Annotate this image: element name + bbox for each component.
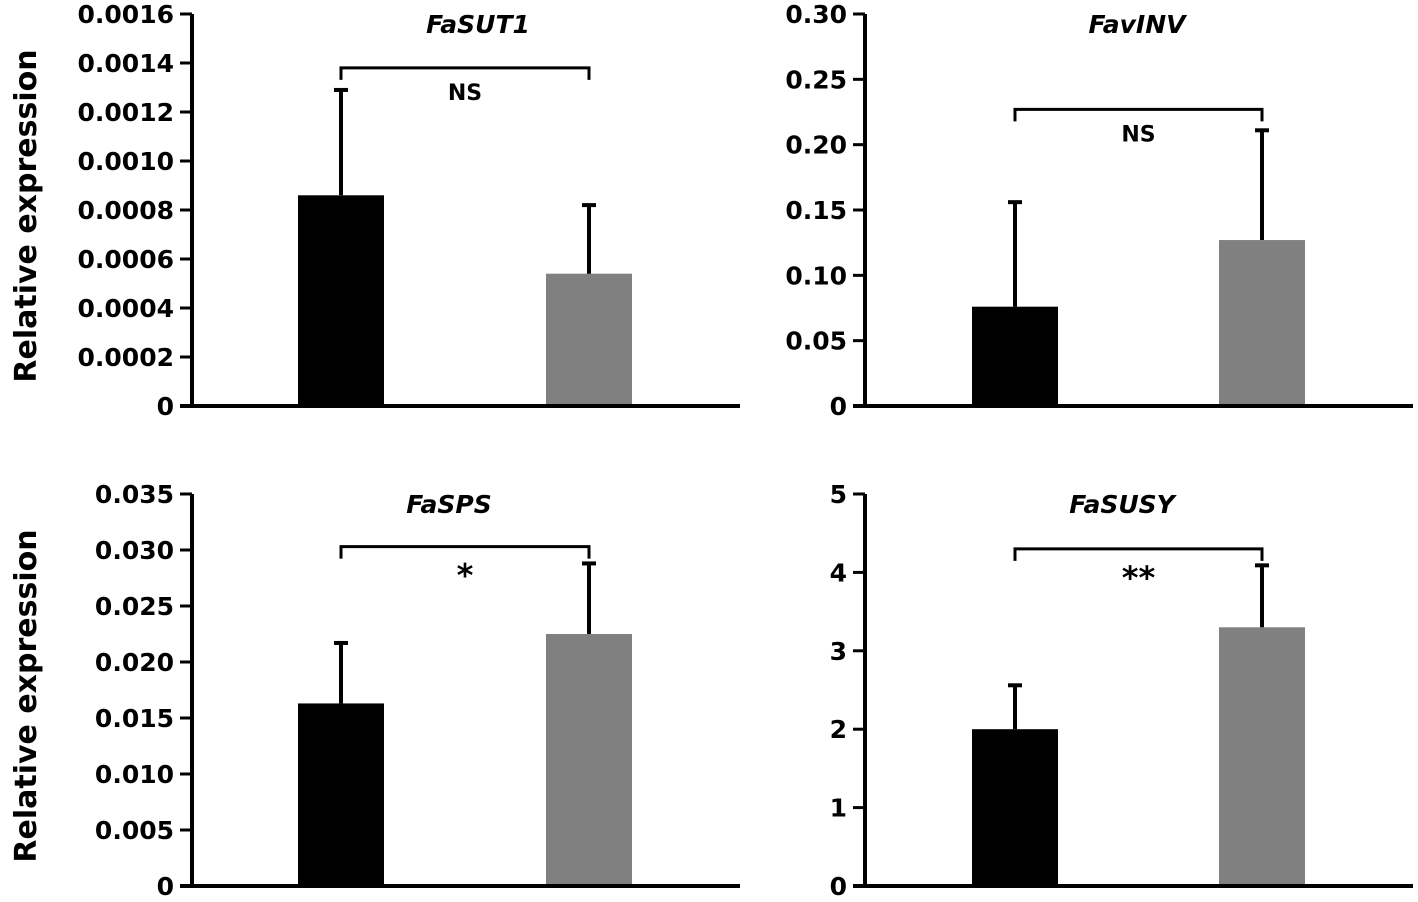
significance-label: * bbox=[457, 557, 474, 595]
y-tick-label: 1 bbox=[830, 794, 847, 823]
y-tick-label: 0.030 bbox=[95, 536, 174, 565]
bar-1 bbox=[972, 729, 1058, 886]
bar-2 bbox=[1219, 240, 1305, 406]
bar-1 bbox=[298, 195, 384, 406]
y-tick-label: 0 bbox=[830, 872, 847, 901]
y-tick-label: 0.20 bbox=[785, 131, 847, 160]
y-tick-label: 0.10 bbox=[785, 261, 847, 290]
bar-2 bbox=[546, 634, 632, 886]
y-tick-label: 0.0008 bbox=[78, 196, 174, 225]
y-axis-label: Relative expression bbox=[9, 49, 44, 382]
y-tick-label: 0.0004 bbox=[78, 294, 174, 323]
chart-panel-2: FavINV 0 0.05 0.10 0.15 0.20 0.25 0.30 NS bbox=[785, 0, 1413, 421]
chart-title: FavINV bbox=[1089, 10, 1188, 39]
bar-2 bbox=[546, 273, 632, 406]
y-tick-label: 0.005 bbox=[95, 816, 174, 845]
y-tick-label: 0.020 bbox=[95, 648, 174, 677]
significance-bracket bbox=[1013, 107, 1264, 122]
y-tick-label: 0.0002 bbox=[78, 343, 174, 372]
y-tick-label: 0.0010 bbox=[78, 147, 174, 176]
y-tick-label: 0.25 bbox=[785, 65, 847, 94]
y-tick-label: 0.0016 bbox=[78, 0, 174, 29]
bar-2 bbox=[1219, 627, 1305, 886]
significance-label: NS bbox=[1121, 122, 1155, 147]
y-tick-label: 2 bbox=[830, 715, 847, 744]
y-tick-label: 0.035 bbox=[95, 480, 174, 509]
significance-label: ** bbox=[1122, 559, 1156, 597]
chart-panel-4: FaSUSY 0 1 2 3 4 5 ** bbox=[830, 480, 1413, 901]
chart-title: FaSUT1 bbox=[426, 10, 530, 39]
y-tick-label: 0.15 bbox=[785, 196, 847, 225]
y-tick-label: 5 bbox=[830, 480, 847, 509]
y-tick-label: 0.010 bbox=[95, 760, 174, 789]
chart-panel-1: FaSUT1 Relative expression 0 0.0002 0.0004 0.… bbox=[9, 0, 740, 421]
y-axis-label: Relative expression bbox=[9, 529, 44, 862]
bar-1 bbox=[298, 703, 384, 886]
y-tick-label: 0.0014 bbox=[78, 49, 174, 78]
bar-1 bbox=[972, 306, 1058, 406]
y-tick-label: 0.025 bbox=[95, 592, 174, 621]
chart-title: FaSUSY bbox=[1069, 490, 1177, 519]
y-tick-label: 4 bbox=[830, 558, 847, 587]
significance-bracket bbox=[1013, 547, 1264, 561]
chart-panel-3: FaSPS Relative expression 0 0.005 0.010 0.015… bbox=[9, 480, 740, 901]
y-tick-label: 0 bbox=[157, 392, 174, 421]
significance-bracket bbox=[339, 545, 591, 559]
y-tick-label: 0.0012 bbox=[78, 98, 174, 127]
y-tick-label: 0.05 bbox=[785, 327, 847, 356]
y-tick-label: 0.015 bbox=[95, 704, 174, 733]
y-tick-label: 0 bbox=[157, 872, 174, 901]
chart-title: FaSPS bbox=[406, 490, 491, 519]
y-tick-label: 3 bbox=[830, 637, 847, 666]
significance-label: NS bbox=[448, 81, 482, 106]
y-tick-label: 0.30 bbox=[785, 0, 847, 29]
y-tick-label: 0.0006 bbox=[78, 245, 174, 274]
y-tick-label: 0 bbox=[830, 392, 847, 421]
significance-bracket bbox=[339, 66, 591, 80]
